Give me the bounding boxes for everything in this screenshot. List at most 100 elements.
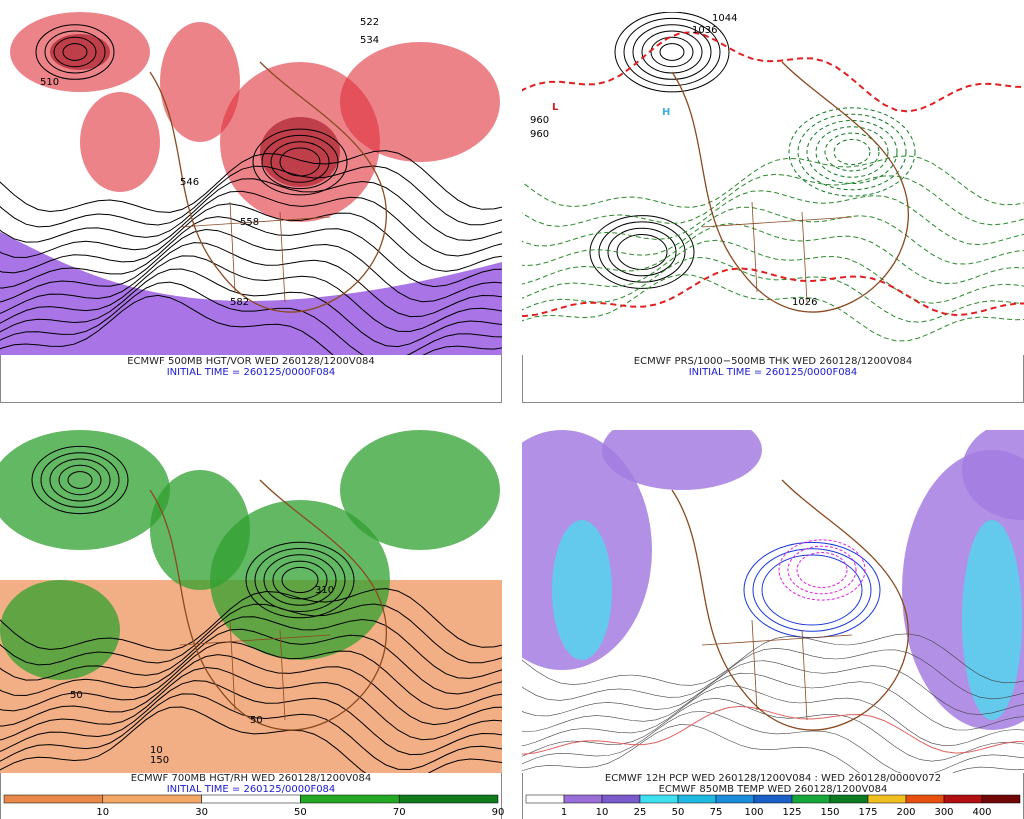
- colorbar-label: 200: [896, 807, 915, 818]
- border: [179, 201, 331, 303]
- contour-line: [522, 223, 1024, 285]
- coastline: [671, 61, 909, 313]
- shaded-area: [80, 92, 160, 192]
- map: 310 50 10 50 150: [0, 430, 502, 773]
- colorbar-swatch: [102, 794, 202, 804]
- contour-label: 546: [180, 177, 199, 188]
- colorbar-swatch: [791, 794, 831, 804]
- contour-line: [796, 552, 848, 588]
- colorbar-label: 10: [96, 807, 109, 818]
- shaded-area: [602, 430, 762, 490]
- contour-line: [806, 120, 898, 184]
- contour-line: [522, 685, 1024, 747]
- map-background: [522, 12, 1024, 355]
- shaded-area: [50, 34, 110, 70]
- contour-line: [607, 227, 677, 277]
- shaded-area: [150, 470, 250, 590]
- contour-line: [49, 458, 111, 502]
- contour-line: [272, 560, 328, 600]
- contour-line: [778, 539, 866, 601]
- contour-label: 558: [240, 217, 259, 228]
- contour-line: [0, 165, 502, 228]
- shaded-area: [962, 520, 1022, 720]
- caption: ECMWF 12H PCP WED 260128/1200V084 : WED …: [605, 773, 941, 784]
- contour-label: 310: [315, 585, 334, 596]
- contour-line: [522, 647, 1024, 701]
- map: 522 534 510 558 582 546: [0, 12, 502, 355]
- contour-line: [797, 113, 907, 191]
- colorbar-label: 90: [492, 807, 505, 818]
- shaded-area: [0, 580, 120, 680]
- shaded-area: [962, 430, 1024, 520]
- contour-line: [0, 190, 502, 259]
- contour-label: 534: [360, 35, 379, 46]
- contour-label: 1026: [792, 297, 817, 308]
- contour-line: [58, 464, 102, 496]
- shaded-area: [160, 22, 240, 142]
- border: [701, 201, 853, 303]
- contour-line: [522, 155, 1024, 208]
- contour-line: [281, 566, 319, 594]
- colorbar-swatch: [201, 794, 301, 804]
- contour-line: [522, 190, 1024, 247]
- contour-line: [522, 256, 1024, 323]
- contour-line: [0, 641, 502, 712]
- shaded-area: [340, 42, 500, 162]
- contour-line: [0, 706, 502, 773]
- caption: ECMWF 500MB HGT/VOR WED 260128/1200V084: [127, 356, 375, 367]
- map: [522, 430, 1024, 773]
- contour-line: [0, 228, 502, 303]
- contour-line: [522, 660, 1024, 717]
- contour-line: [522, 724, 1024, 773]
- pressure-center: H: [662, 107, 670, 118]
- contour-label: 582: [230, 297, 249, 308]
- contour-label: 1036: [692, 25, 717, 36]
- colorbar-swatch: [829, 794, 869, 804]
- contour-line: [623, 17, 721, 87]
- contour-line: [254, 548, 346, 612]
- contour-line: [761, 554, 863, 626]
- colorbar-swatch: [905, 794, 945, 804]
- contour-line: [0, 693, 502, 771]
- colorbar-label: 50: [672, 807, 685, 818]
- shaded-area: [340, 430, 500, 550]
- contour-line: [44, 30, 106, 74]
- colorbar-label: 150: [820, 807, 839, 818]
- contour-line: [522, 705, 1024, 755]
- contour-line: [632, 24, 712, 80]
- contour-line: [598, 221, 686, 283]
- contour-line: [0, 294, 502, 355]
- contour-line: [245, 541, 355, 619]
- caption: INITIAL TIME = 260125/0000F084: [167, 367, 336, 378]
- contour-line: [0, 281, 502, 355]
- border: [179, 619, 331, 721]
- shaded-area: [0, 232, 502, 355]
- contour-label: 10: [150, 745, 163, 756]
- colorbar-swatch: [943, 794, 983, 804]
- contour-line: [522, 239, 1024, 304]
- contour-line: [788, 107, 916, 197]
- caption: ECMWF 850MB TEMP WED 260128/1200V084: [659, 784, 888, 795]
- contour-line: [0, 654, 502, 727]
- contour-line: [824, 132, 880, 172]
- caption: ECMWF 700MB HGT/RH WED 260128/1200V084: [131, 773, 372, 784]
- contour-line: [0, 628, 502, 697]
- shaded-area: [0, 430, 170, 550]
- border: [701, 619, 853, 721]
- contour-label: 1044: [712, 13, 737, 24]
- contour-line: [522, 206, 1024, 267]
- colorbar-label: 400: [972, 807, 991, 818]
- caption: INITIAL TIME = 260125/0000F084: [167, 784, 336, 795]
- contour-line: [0, 603, 502, 666]
- contour-line: [263, 554, 337, 606]
- coastline: [149, 479, 387, 731]
- contour-line: [67, 471, 93, 489]
- contour-line: [252, 128, 348, 196]
- contour-line: [752, 548, 872, 632]
- colorbar-label: 75: [710, 807, 723, 818]
- contour-line: [0, 150, 502, 213]
- coastline: [671, 479, 909, 731]
- caption: INITIAL TIME = 260125/0000F084: [689, 367, 858, 378]
